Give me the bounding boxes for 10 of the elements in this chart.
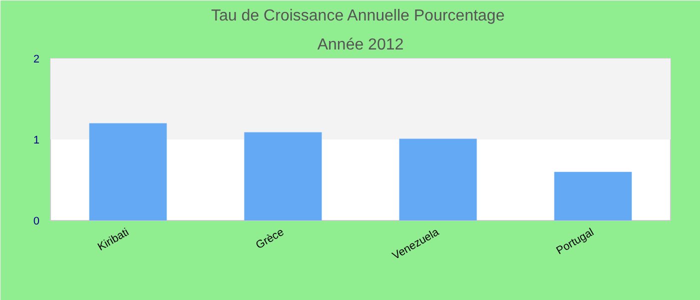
bar xyxy=(399,138,477,220)
chart-title: Tau de Croissance Annuelle Pourcentage xyxy=(211,8,505,24)
bar xyxy=(244,132,322,220)
x-tick-label: Grèce xyxy=(254,226,286,252)
bar xyxy=(89,123,167,220)
chart-subtitle: Année 2012 xyxy=(317,36,404,54)
y-tick-label: 1 xyxy=(33,134,40,146)
y-tick-label: 0 xyxy=(33,216,40,228)
y-tick-label: 2 xyxy=(33,54,40,66)
bar xyxy=(554,172,632,220)
